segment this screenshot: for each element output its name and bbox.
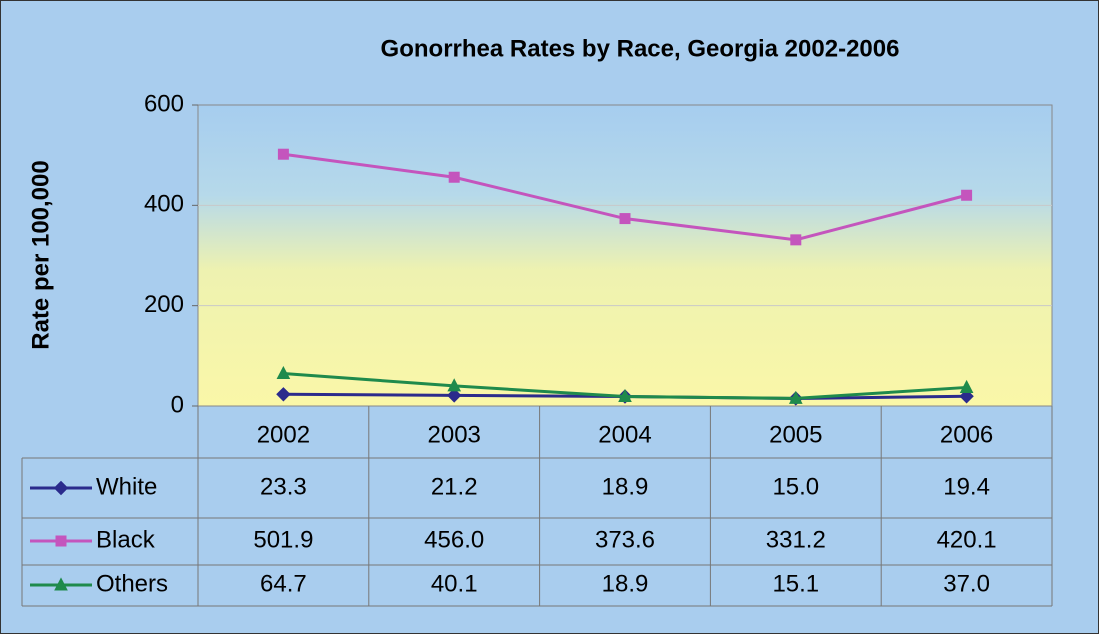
marker [447, 378, 462, 392]
x-tick-label: 2006 [940, 421, 993, 448]
x-tick-label: 2003 [428, 421, 481, 448]
marker [277, 148, 289, 160]
marker [276, 365, 291, 380]
marker [961, 189, 973, 201]
table-cell: 37.0 [943, 570, 990, 597]
table-cell: 21.2 [431, 473, 478, 500]
chart-title: Gonorrhea Rates by Race, Georgia 2002-20… [381, 35, 900, 62]
marker [790, 234, 802, 246]
y-tick-label: 400 [144, 191, 184, 218]
table-cell: 420.1 [937, 526, 997, 553]
table-cell: 19.4 [943, 473, 990, 500]
x-tick-label: 2005 [769, 421, 822, 448]
y-axis-label: Rate per 100,000 [27, 160, 54, 349]
table-cell: 373.6 [595, 526, 655, 553]
marker [53, 480, 69, 496]
marker [788, 390, 803, 404]
data-table [21, 406, 1053, 607]
marker [54, 577, 68, 591]
legend-label: Black [96, 526, 156, 553]
marker [55, 535, 67, 547]
marker [446, 388, 462, 403]
x-tick-label: 2002 [257, 421, 310, 448]
table-cell: 456.0 [424, 526, 484, 553]
legend-label: Others [96, 570, 168, 597]
table-cell: 15.0 [772, 473, 819, 500]
marker [448, 171, 460, 183]
table-cell: 40.1 [431, 570, 478, 597]
table-cell: 64.7 [260, 570, 307, 597]
marker [618, 388, 632, 403]
table-cell: 18.9 [602, 570, 649, 597]
legend-label: White [96, 473, 157, 500]
plot-area [197, 104, 1053, 407]
table-cell: 18.9 [602, 473, 649, 500]
table-cell: 501.9 [253, 526, 313, 553]
y-tick-label: 600 [144, 90, 184, 117]
marker [619, 213, 631, 225]
table-cell: 15.1 [772, 570, 819, 597]
table-cell: 23.3 [260, 473, 307, 500]
y-tick-label: 0 [171, 391, 184, 418]
marker [959, 389, 974, 404]
marker [276, 387, 291, 402]
y-tick-label: 200 [144, 291, 184, 318]
table-cell: 331.2 [766, 526, 826, 553]
x-tick-label: 2004 [598, 421, 651, 448]
marker [959, 379, 974, 393]
